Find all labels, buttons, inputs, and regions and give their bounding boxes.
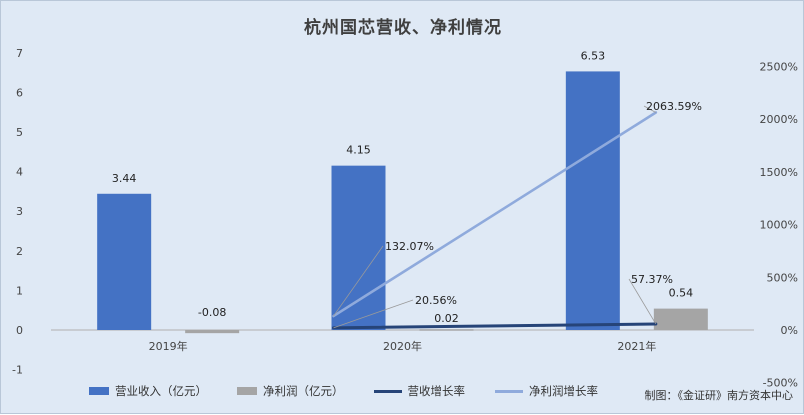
y-right-tick-label: 2000%: [760, 113, 798, 126]
y-left-tick-label: 6: [16, 86, 23, 99]
legend-item: 净利润增长率: [495, 383, 598, 399]
bar-revenue: [97, 193, 152, 330]
legend-swatch: [373, 389, 402, 393]
y-right-tick-label: 1500%: [760, 166, 798, 179]
bar-data-label: -0.08: [198, 306, 226, 319]
x-tick-label: 2021年: [617, 339, 656, 353]
legend-label: 净利润（亿元）: [263, 384, 344, 398]
x-tick-label: 2020年: [383, 339, 422, 353]
bar-data-label: 4.15: [346, 144, 371, 157]
bar-revenue: [331, 165, 386, 330]
legend-item: 营业收入（亿元）: [89, 383, 207, 399]
x-tick-label: 2019年: [149, 339, 188, 353]
legend-item: 营收增长率: [373, 383, 466, 399]
legend-swatch: [89, 387, 109, 395]
source-note: 制图：《金证研》南方资本中心: [644, 389, 794, 402]
y-left-tick-label: 2: [16, 245, 23, 258]
bar-net-profit: [419, 329, 474, 331]
y-right-tick-label: -500%: [763, 377, 798, 390]
line-data-label: 20.56%: [415, 294, 457, 307]
bar-net-profit: [653, 308, 708, 330]
leader-line: [333, 299, 414, 329]
y-right-tick-label: 2500%: [760, 61, 798, 74]
y-right-tick-label: 0%: [781, 324, 798, 337]
y-right-tick-label: 1000%: [760, 219, 798, 232]
legend: 营业收入（亿元） 净利润（亿元） 营收增长率 净利润增长率: [89, 383, 628, 399]
revenue-growth-line: [332, 322, 658, 330]
y-left-tick-label: 7: [16, 47, 23, 60]
line-data-label: 2063.59%: [646, 100, 702, 113]
legend-item: 净利润（亿元）: [237, 383, 344, 399]
bar-data-label: 6.53: [581, 49, 606, 62]
y-left-tick-label: 1: [16, 284, 23, 297]
bar-net-profit: [185, 330, 240, 334]
legend-swatch: [495, 389, 523, 393]
leader-line: [643, 105, 657, 113]
bar-data-label: 0.54: [669, 287, 694, 300]
y-right-tick-label: 500%: [767, 271, 798, 284]
y-left-tick-label: 4: [16, 166, 23, 179]
y-left-tick-label: 3: [16, 205, 23, 218]
bar-revenue: [565, 71, 620, 331]
chart-title: 杭州国芯营收、净利情况: [304, 18, 502, 38]
bar-data-label: 3.44: [112, 172, 137, 185]
leader-line: [333, 245, 384, 317]
y-left-tick-label: 5: [16, 126, 23, 139]
y-left-tick-label: 0: [16, 324, 23, 337]
y-left-tick-label: -1: [12, 364, 23, 377]
legend-swatch: [237, 387, 257, 395]
line-data-label: 57.37%: [631, 273, 673, 286]
legend-label: 营收增长率: [407, 384, 466, 398]
net-profit-growth-line: [332, 111, 658, 318]
bar-data-label: 0.02: [434, 312, 459, 325]
legend-label: 营业收入（亿元）: [115, 384, 207, 398]
legend-label: 净利润增长率: [529, 384, 598, 398]
line-data-label: 132.07%: [385, 240, 434, 253]
leader-line: [628, 278, 657, 325]
